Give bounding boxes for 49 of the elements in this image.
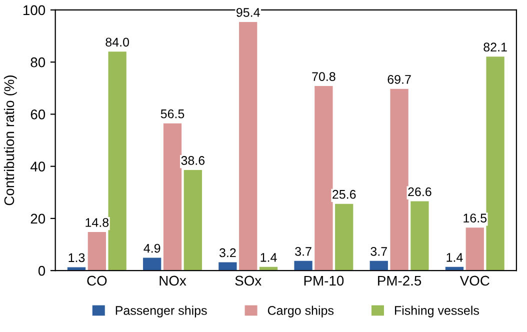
data-label: 3.7	[370, 247, 387, 256]
data-label: 1.3	[68, 253, 85, 262]
bar	[370, 260, 388, 271]
legend-label: Fishing vessels	[395, 306, 479, 318]
x-tick-label: PM-2.5	[378, 276, 422, 286]
bar	[335, 204, 354, 271]
data-label: 70.8	[312, 72, 336, 81]
bar	[239, 22, 258, 271]
bar	[410, 201, 429, 271]
y-tick-label: 20	[30, 214, 46, 224]
data-label: 25.6	[332, 190, 356, 199]
y-tick-label: 40	[30, 162, 46, 172]
data-label: 16.5	[464, 214, 487, 222]
bar	[88, 232, 106, 271]
legend-label: Passenger ships	[116, 306, 207, 318]
data-label: 3.2	[219, 248, 236, 258]
data-label: 82.1	[484, 42, 507, 52]
x-tick-label: NOx	[160, 276, 186, 286]
data-label: 38.6	[181, 156, 205, 165]
y-axis-title: Contribution ratio (%)	[4, 76, 17, 206]
bar	[390, 88, 408, 271]
data-label: 1.4	[446, 253, 463, 262]
y-tick-label: 60	[30, 110, 46, 120]
y-tick-label: 0	[38, 266, 46, 276]
bar	[314, 86, 333, 271]
data-label: 84.0	[106, 38, 129, 47]
x-tick-label: VOC	[460, 276, 490, 286]
legend-label: Cargo ships	[268, 306, 334, 318]
data-label: 56.5	[160, 109, 184, 118]
data-label: 4.9	[144, 244, 160, 253]
bar	[184, 170, 202, 271]
bar	[143, 258, 162, 271]
bar	[466, 228, 484, 271]
data-label: 69.7	[388, 75, 411, 84]
data-label: 95.4	[236, 8, 260, 17]
bar	[294, 260, 312, 271]
data-label: 26.6	[408, 187, 432, 196]
x-tick-label: PM-10	[304, 276, 344, 286]
bar	[108, 52, 126, 271]
bar	[486, 56, 504, 271]
bar	[218, 262, 237, 271]
x-tick-label: CO	[87, 276, 107, 286]
data-label: 3.7	[295, 247, 312, 256]
data-label: 14.8	[86, 218, 109, 227]
bar	[163, 123, 182, 271]
data-label: 1.4	[260, 253, 277, 262]
y-tick-label: 80	[30, 57, 46, 68]
x-tick-label: SOx	[235, 276, 262, 286]
y-tick-label: 100	[24, 5, 46, 16]
